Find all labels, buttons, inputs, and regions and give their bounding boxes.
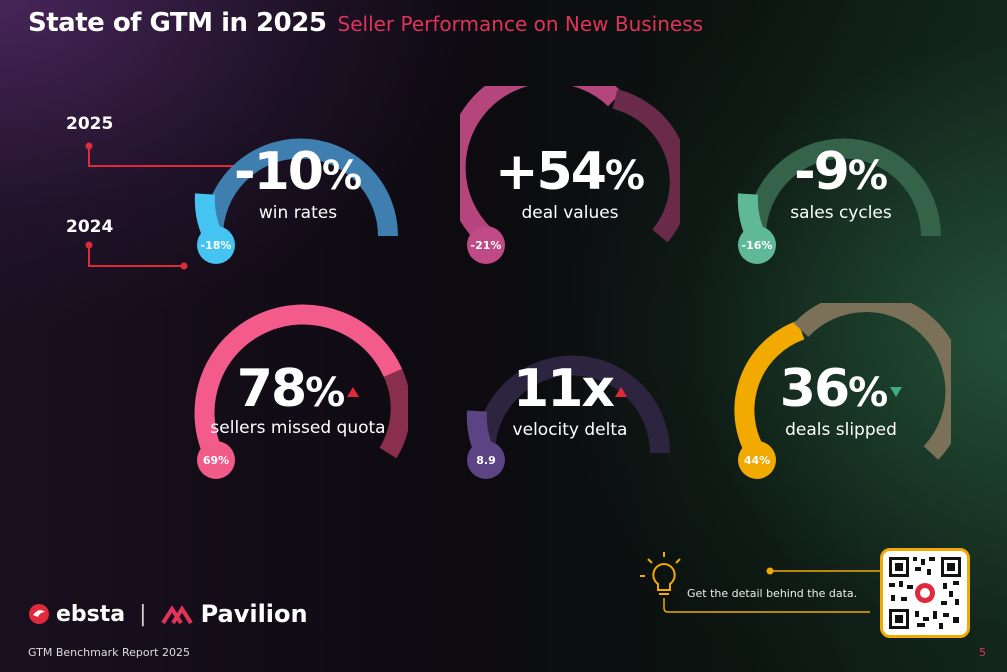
- pavilion-logo-icon: [160, 605, 193, 625]
- gauge-missed-quota: 78% sellers missed quota 69%: [188, 303, 408, 503]
- pavilion-logo-text: Pavilion: [200, 600, 308, 628]
- legend-current-year: 2025: [66, 114, 114, 134]
- previous-year-badge: 69%: [197, 441, 235, 479]
- gauge-win-rates: -10% win rates -18%: [188, 86, 408, 286]
- gauge-sales-cycles: -9% sales cycles -16%: [731, 86, 951, 286]
- metric-label: sellers missed quota: [210, 418, 386, 438]
- lightbulb-icon: [640, 552, 681, 595]
- gauge-velocity-delta: 11x velocity delta 8.9: [460, 303, 680, 503]
- qr-code[interactable]: [880, 548, 970, 638]
- ebsta-logo-icon: [29, 604, 49, 624]
- previous-year-badge: 44%: [738, 441, 776, 479]
- metric-label: deal values: [521, 203, 619, 223]
- legend-previous-year: 2024: [66, 217, 114, 237]
- cta-connector: [640, 552, 880, 613]
- metric-value: 11x: [460, 363, 680, 415]
- report-name: GTM Benchmark Report 2025: [28, 646, 190, 659]
- metric-value: -9%: [794, 142, 888, 202]
- gauge-deals-slipped: 36% deals slipped 44%: [731, 303, 951, 503]
- previous-year-badge: -18%: [197, 226, 235, 264]
- page-header: State of GTM in 2025 Seller Performance …: [28, 8, 703, 38]
- gauge-arc: [460, 86, 680, 244]
- trend-up-icon: [614, 387, 627, 397]
- previous-year-badge: -21%: [467, 226, 505, 264]
- metric-label: win rates: [258, 203, 338, 223]
- previous-year-badge: 8.9: [467, 441, 505, 479]
- trend-up-icon: [347, 387, 360, 397]
- metric-value: 78%: [188, 363, 408, 415]
- metric-label: velocity delta: [512, 420, 628, 440]
- qr-code-icon: [889, 557, 961, 629]
- metric-label: sales cycles: [790, 203, 892, 223]
- gauge-deal-values: +54% deal values -21%: [460, 86, 680, 286]
- ebsta-logo-text: ebsta: [56, 601, 126, 627]
- metric-value: -10%: [233, 142, 363, 202]
- cta-text: Get the detail behind the data.: [687, 587, 858, 600]
- metric-value: 36%: [731, 363, 951, 415]
- logo-separator: |: [139, 601, 147, 627]
- metric-value: +54%: [494, 142, 645, 202]
- partner-logos: ebsta | Pavilion: [28, 600, 308, 628]
- page-subtitle: Seller Performance on New Business: [337, 12, 704, 36]
- previous-year-badge: -16%: [738, 226, 776, 264]
- page-number: 5: [979, 646, 986, 659]
- page-title: State of GTM in 2025: [28, 8, 327, 38]
- gauge-arc: [734, 303, 951, 460]
- gauge-arc: [194, 304, 408, 459]
- metric-label: deals slipped: [785, 420, 897, 440]
- trend-down-icon: [890, 387, 903, 397]
